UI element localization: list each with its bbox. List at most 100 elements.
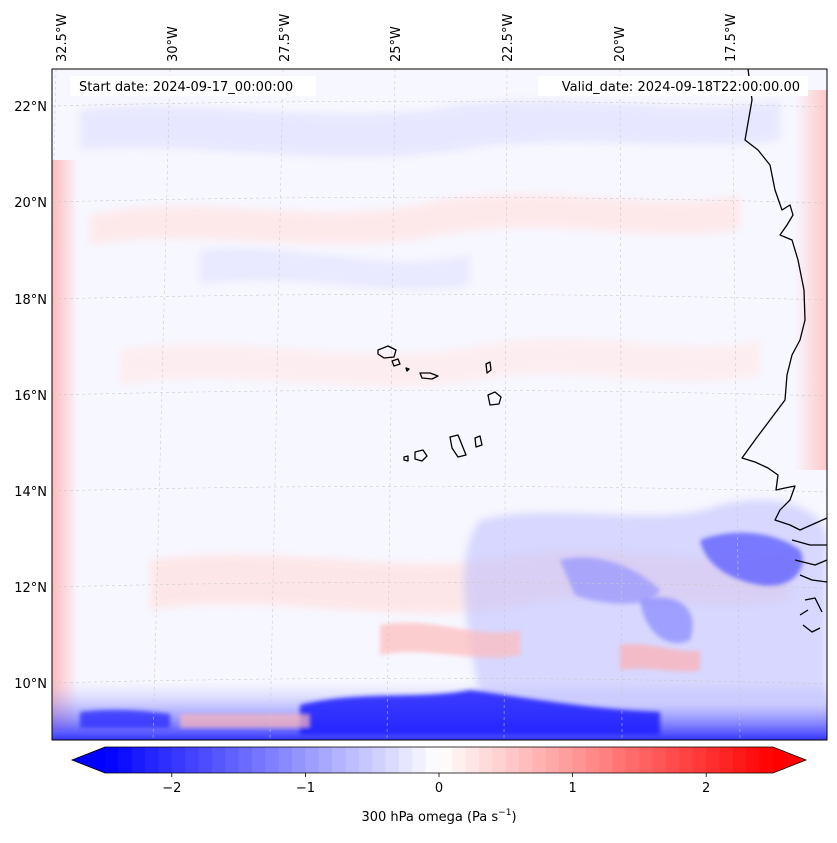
valid-label-box — [538, 76, 808, 96]
colorbar-segment — [385, 747, 400, 773]
colorbar-segment — [265, 747, 280, 773]
colorbar-segment — [559, 747, 574, 773]
colorbar-segment — [238, 747, 253, 773]
meridian-20w — [619, 69, 623, 740]
lon-label: 22.5°W — [501, 14, 516, 62]
colorbar-segment — [278, 747, 293, 773]
colorbar-segment — [305, 747, 320, 773]
parallel-14n — [52, 485, 827, 493]
lat-label: 18°N — [14, 293, 47, 308]
colorbar-tick-label: −2 — [162, 781, 181, 796]
colorbar-segment — [505, 747, 520, 773]
meridian-25w — [386, 69, 396, 740]
omega-field — [52, 90, 827, 740]
colorbar-segment — [251, 747, 266, 773]
colorbar-segment — [398, 747, 413, 773]
omega-positive-patch — [380, 622, 520, 658]
omega-negative-patch — [560, 557, 660, 604]
omega-edge-east — [795, 90, 827, 470]
colorbar-segment — [719, 747, 734, 773]
colorbar-segment — [572, 747, 587, 773]
meridian-17-5w — [731, 69, 741, 740]
start-label-box — [70, 76, 316, 96]
colorbar-segment — [118, 747, 133, 773]
colorbar-segment — [332, 747, 347, 773]
colorbar-segment — [211, 747, 226, 773]
colorbar-segment — [679, 747, 694, 773]
colorbar-segment — [545, 747, 560, 773]
omega-negative-band — [200, 248, 470, 290]
colorbar-segment — [185, 747, 200, 773]
colorbar-segment — [145, 747, 160, 773]
colorbar-segment — [639, 747, 654, 773]
colorbar-ticks: −2 −1 0 1 2 — [162, 773, 710, 796]
omega-positive-strip — [180, 714, 310, 728]
lon-label: 32.5°W — [55, 14, 70, 62]
island-santo-antao — [377, 345, 397, 359]
colorbar-outline — [70, 746, 808, 774]
colorbar-tick-label: 1 — [568, 781, 576, 796]
omega-positive-band — [90, 193, 740, 245]
colorbar-segment — [492, 747, 507, 773]
graticule — [52, 69, 827, 740]
start-date-label: Start date: 2024-09-17_00:00:00 — [79, 80, 293, 95]
parallel-16n — [52, 389, 827, 397]
colorbar-segment — [666, 747, 681, 773]
lat-label: 20°N — [14, 196, 47, 211]
lat-labels: 22°N 20°N 18°N 16°N 14°N 12°N 10°N — [14, 100, 47, 692]
lat-label: 16°N — [14, 389, 47, 404]
omega-strong-negative — [300, 690, 660, 735]
meridian-30w — [152, 69, 171, 740]
colorbar-label: 300 hPa omega (Pa s−1) — [361, 808, 516, 825]
island-sao-vicente — [391, 358, 401, 367]
lat-label: 12°N — [14, 581, 47, 596]
island-boa-vista — [487, 391, 502, 406]
island-santa-luzia — [405, 367, 410, 372]
colorbar-segment — [198, 747, 213, 773]
colorbar-segment — [131, 747, 146, 773]
colorbar-segment — [519, 747, 534, 773]
parallel-10n — [52, 677, 827, 685]
colorbar-segment — [465, 747, 480, 773]
lon-label: 25°W — [389, 26, 404, 62]
colorbar-segment — [452, 747, 467, 773]
colorbar-segment — [585, 747, 600, 773]
parallel-22n — [52, 100, 827, 108]
island-brava — [403, 455, 409, 462]
map-panel: Start date: 2024-09-17_00:00:00 Valid_da… — [52, 69, 827, 740]
colorbar-segment — [626, 747, 640, 773]
colorbar-segment — [358, 747, 373, 773]
colorbar-segment — [599, 747, 614, 773]
coastlines — [377, 69, 827, 633]
lon-labels: 32.5°W 30°W 27.5°W 25°W 22.5°W 20°W 17.5… — [55, 14, 739, 62]
colorbar-segment — [412, 747, 427, 773]
island-santiago — [449, 434, 467, 458]
colorbar-segment — [345, 747, 360, 773]
colorbar-tick-label: −1 — [296, 781, 315, 796]
colorbar-segment — [612, 747, 627, 773]
omega-positive-band — [120, 338, 760, 387]
colorbar-segment — [225, 747, 240, 773]
parallel-18n — [52, 293, 827, 301]
island-sal — [485, 361, 492, 374]
island-sao-nicolau — [419, 372, 439, 380]
colorbar-extend-low — [72, 747, 105, 773]
colorbar-segment — [532, 747, 547, 773]
colorbar-segment — [652, 747, 667, 773]
colorbar-segment — [746, 747, 761, 773]
omega-positive-patch — [620, 643, 700, 672]
omega-edge-west — [52, 160, 78, 730]
lon-label: 20°W — [613, 26, 628, 62]
colorbar-segment — [439, 747, 453, 773]
colorbar-segment — [318, 747, 333, 773]
colorbar-segments — [105, 747, 774, 773]
valid-date-label: Valid_date: 2024-09-18T22:00:00.00 — [562, 80, 800, 95]
colorbar-tick-label: 0 — [435, 781, 443, 796]
meridian-22-5w — [503, 69, 508, 740]
island-maio — [474, 435, 483, 448]
colorbar-segment — [292, 747, 306, 773]
colorbar-segment — [372, 747, 387, 773]
colorbar-extend-high — [773, 747, 806, 773]
colorbar-segment — [706, 747, 721, 773]
